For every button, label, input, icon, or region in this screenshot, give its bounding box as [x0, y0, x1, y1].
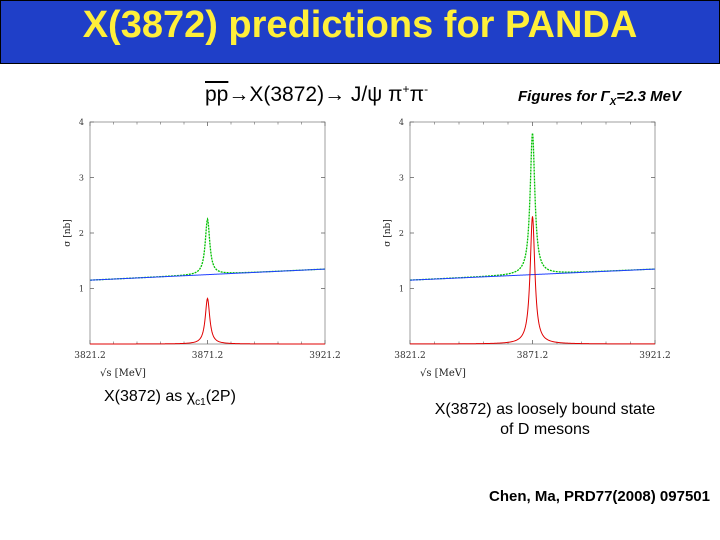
y-tick-label: 1	[399, 285, 404, 294]
series-line-resonance	[410, 216, 655, 345]
chi-symbol: χ	[186, 388, 196, 405]
x-tick-label: 3821.2	[74, 351, 106, 361]
gamma-symbol: Γ	[600, 88, 610, 105]
y-tick-label: 3	[399, 174, 404, 183]
series-line-background	[89, 268, 326, 281]
x-tick-label: 3921.2	[639, 351, 670, 361]
series-line-total	[409, 133, 656, 281]
y-tick-label: 2	[399, 229, 404, 238]
caption-left-suffix: (2P)	[205, 388, 236, 405]
y-tick-label: 1	[79, 285, 84, 294]
reaction-label: pp→X(3872)→ J/ψ π+π-	[205, 82, 428, 107]
x-axis-label: √s [MeV]	[420, 368, 466, 379]
figure-note-prefix: Figures for	[518, 88, 601, 105]
plot-frame	[409, 121, 656, 345]
y-axis-label: σ [nb]	[383, 219, 393, 247]
figure-note-suffix: =2.3 MeV	[616, 88, 681, 105]
series-line-resonance	[90, 297, 325, 345]
caption-left: X(3872) as χc1(2P)	[104, 388, 236, 408]
pi-plus-sup: +	[402, 82, 410, 96]
plot-frame	[89, 121, 326, 345]
y-axis-label: σ [nb]	[63, 219, 73, 247]
reference-credit: Chen, Ma, PRD77(2008) 097501	[489, 488, 710, 505]
chart-right: 1 2 3 4 3821.2 3871.2 3921.2 √s [MeV] σ [nb]	[383, 118, 670, 379]
y-tick-label: 4	[79, 118, 84, 127]
x-tick-label: 3871.2	[517, 351, 549, 361]
x-axis-label: √s [MeV]	[100, 368, 146, 379]
reaction-rest: →X(3872)→ J/ψ π	[228, 83, 403, 106]
antiproton-proton: pp	[205, 83, 229, 106]
gamma-subscript: X	[609, 97, 617, 108]
y-tick-label: 3	[79, 174, 84, 183]
x-tick-label: 3871.2	[192, 351, 224, 361]
title-bar	[0, 0, 720, 64]
caption-left-prefix: X(3872) as	[104, 388, 187, 405]
caption-right-line1: X(3872) as loosely bound state	[434, 401, 656, 418]
chi-subscript: c1	[195, 397, 206, 409]
series-line-background	[409, 268, 656, 281]
y-tick-label: 4	[399, 118, 404, 127]
chart-left: 1 2 3 4 3821.2 3871.2 3921.2 √s [MeV] σ [nb]	[63, 118, 340, 379]
caption-right-line2: of D mesons	[500, 421, 590, 438]
slide-title: X(3872) predictions for PANDA	[82, 4, 638, 46]
x-tick-label: 3921.2	[309, 351, 340, 361]
figure-note: Figures for ΓX=2.3 MeV	[518, 88, 681, 108]
caption-right: X(3872) as loosely bound state of D meso…	[400, 400, 690, 440]
pi-minus: π	[409, 83, 425, 106]
y-tick-label: 2	[79, 229, 84, 238]
x-tick-label: 3821.2	[394, 351, 426, 361]
pi-minus-sup: -	[424, 82, 429, 96]
